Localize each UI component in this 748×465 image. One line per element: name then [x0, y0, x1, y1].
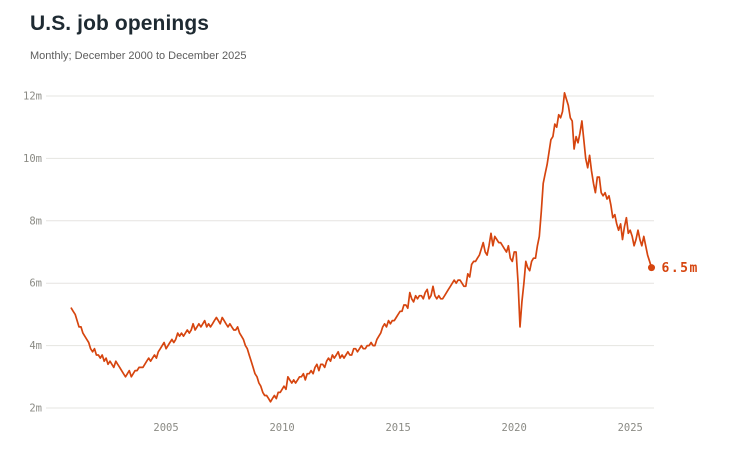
y-axis-tick-label: 6m	[29, 278, 42, 290]
end-point-dot	[648, 264, 655, 272]
x-axis-tick-label: 2025	[618, 422, 643, 434]
y-axis-tick-label: 8m	[29, 215, 42, 227]
page-title: U.S. job openings	[30, 12, 210, 35]
job-openings-chart: 2m 4m 6m 8m 10m 12m 2005 2010 2015 2020 2025 6.5m	[0, 70, 748, 460]
end-value-label: 6.5m	[662, 261, 699, 276]
line-chart-canvas: 2m 4m 6m 8m 10m 12m 2005 2010 2015 2020 2025 6.5m	[23, 91, 699, 435]
x-axis-tick-label: 2010	[269, 422, 294, 434]
y-axis-tick-label: 10m	[23, 153, 42, 165]
chart-header: U.S. job openings Monthly; December 2000…	[30, 12, 246, 62]
y-axis-tick-label: 2m	[29, 403, 42, 415]
chart-subtitle: Monthly; December 2000 to December 2025	[30, 50, 247, 62]
job-openings-series-line	[70, 92, 653, 403]
y-axis-tick-label: 12m	[23, 91, 42, 103]
x-axis-tick-label: 2020	[502, 422, 527, 434]
x-axis-tick-label: 2015	[385, 422, 410, 434]
x-axis-tick-label: 2005	[153, 422, 178, 434]
y-axis-tick-label: 4m	[29, 340, 42, 352]
